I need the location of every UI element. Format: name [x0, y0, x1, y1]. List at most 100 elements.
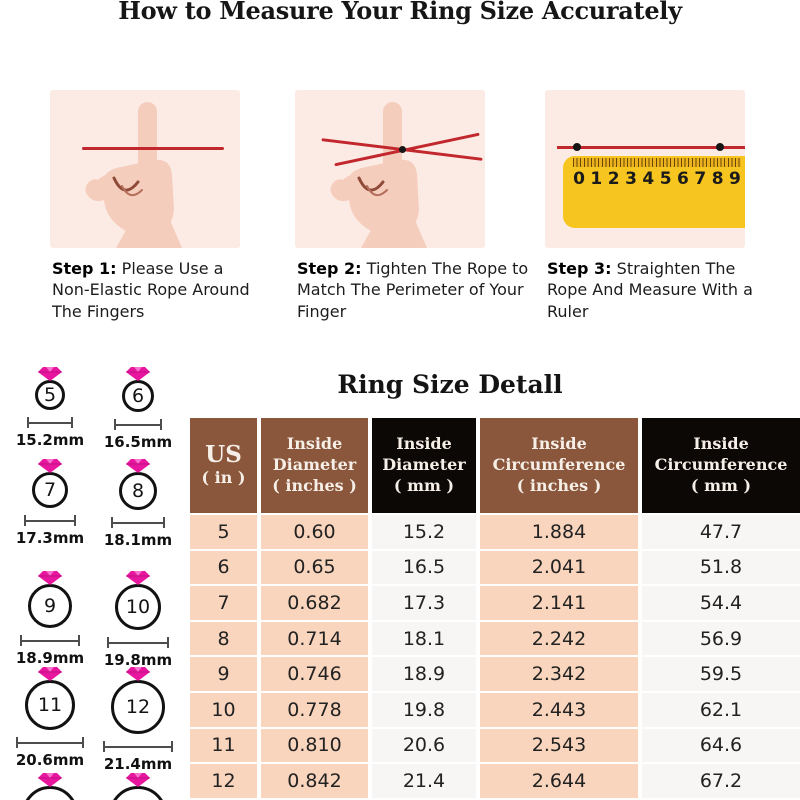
- table-cell: 20.6: [372, 728, 476, 763]
- ring-illustration-size-5: 5 15.2mm: [4, 366, 96, 449]
- ruler-number: 7: [694, 169, 707, 189]
- diameter-bracket: [107, 637, 169, 648]
- step-3-label: Step 3:: [547, 259, 612, 278]
- ring-illustration-size-12: 12 21.4mm: [92, 666, 184, 773]
- ring-size-number: 6: [122, 380, 154, 412]
- header-line: ( inches ): [516, 475, 602, 495]
- table-cell: 2.242: [480, 621, 638, 656]
- ring-size-number: 7: [32, 472, 68, 508]
- hand-finger-icon: [85, 102, 182, 248]
- diameter-bracket: [24, 515, 76, 526]
- step-2-text: Tighten The Rope to Match The Perimeter …: [297, 259, 529, 321]
- ring-size-number: 8: [119, 472, 157, 510]
- step-1-caption: Step 1: Please Use a Non-Elastic Rope Ar…: [52, 258, 252, 322]
- header-line: Inside: [693, 434, 749, 454]
- diameter-bracket: [111, 517, 165, 528]
- header-line: Inside: [531, 434, 587, 454]
- header-line: Inside: [396, 434, 452, 454]
- table-cell: 54.4: [642, 586, 800, 620]
- ring-diameter-label: 18.1mm: [103, 531, 173, 549]
- ring-illustration-size-10: 10 19.8mm: [92, 570, 184, 669]
- header-inside-diameter-inches: Inside Diameter ( inches ): [261, 418, 368, 513]
- step-1-label: Step 1:: [52, 259, 117, 278]
- step-3-section: 0 1 2 3 4 5 6 7 8 9 Step 3: Straighten T…: [545, 90, 753, 321]
- table-cell: 47.7: [642, 515, 800, 549]
- ring-illustration-partial: [4, 772, 96, 800]
- step-3-illustration: 0 1 2 3 4 5 6 7 8 9: [545, 90, 745, 248]
- table-cell: 2.443: [480, 692, 638, 727]
- table-cell: 51.8: [642, 550, 800, 585]
- ring-band: [22, 786, 78, 800]
- header-line: ( mm ): [393, 475, 455, 495]
- table-cell: 6: [190, 550, 257, 585]
- ring-diameter-label: 20.6mm: [15, 751, 85, 769]
- table-cell: 21.4: [372, 764, 476, 798]
- rope-line: [82, 147, 224, 150]
- table-cell: 10: [190, 692, 257, 727]
- table-header-row: US ( in ) Inside Diameter ( inches ) Ins…: [190, 418, 800, 513]
- table-cell: 64.6: [642, 728, 800, 763]
- ruler-number: 5: [659, 169, 672, 189]
- diameter-bracket: [103, 741, 173, 752]
- diamond-icon: [126, 367, 150, 381]
- table-cell: 18.1: [372, 621, 476, 656]
- ring-size-table: US ( in ) Inside Diameter ( inches ) Ins…: [190, 418, 800, 798]
- table-cell: 62.1: [642, 692, 800, 727]
- header-line: Circumference: [492, 455, 626, 475]
- ring-band: [109, 786, 167, 800]
- diameter-bracket: [27, 417, 73, 428]
- measure-dot-start: [573, 143, 581, 151]
- table-cell: 5: [190, 515, 257, 549]
- ring-illustration-size-8: 8 18.1mm: [92, 458, 184, 549]
- ruler-number: 3: [625, 169, 637, 189]
- ruler-ticks: [573, 158, 741, 167]
- step-2-label: Step 2:: [297, 259, 362, 278]
- ring-diameter-label: 15.2mm: [15, 431, 85, 449]
- ruler-illustration: 0 1 2 3 4 5 6 7 8 9: [563, 156, 745, 228]
- table-cell: 15.2: [372, 515, 476, 549]
- table-cell: 2.342: [480, 657, 638, 691]
- ring-size-number: 11: [25, 680, 75, 730]
- table-title: Ring Size Detall: [337, 370, 563, 399]
- table-cell: 11: [190, 728, 257, 763]
- ruler-number: 2: [607, 169, 620, 189]
- table-cell: 18.9: [372, 657, 476, 691]
- ring-illustration-size-6: 6 16.5mm: [92, 366, 184, 451]
- header-us: US ( in ): [190, 418, 257, 513]
- table-cell: 0.682: [261, 586, 368, 620]
- header-line: Circumference: [654, 455, 788, 475]
- ring-diameter-label: 19.8mm: [103, 651, 173, 669]
- header-line: Diameter: [272, 455, 357, 475]
- rope-line: [557, 146, 745, 149]
- diameter-bracket: [20, 635, 80, 646]
- diamond-icon: [126, 773, 150, 787]
- ruler-scale: 0 1 2 3 4 5 6 7 8 9: [573, 169, 741, 189]
- step-3-text: Straighten The Rope And Measure With a R…: [547, 259, 753, 321]
- header-line: US: [205, 440, 242, 468]
- table-cell: 0.60: [261, 515, 368, 549]
- ring-illustration-partial: [92, 772, 184, 800]
- table-cell: 0.714: [261, 621, 368, 656]
- hand-finger-icon: [330, 102, 427, 248]
- table-cell: 0.842: [261, 764, 368, 798]
- step-1-text: Please Use a Non-Elastic Rope Around The…: [52, 259, 250, 321]
- diamond-icon: [126, 459, 150, 473]
- table-cell: 2.543: [480, 728, 638, 763]
- ring-diameter-label: 17.3mm: [15, 529, 85, 547]
- table-cell: 2.644: [480, 764, 638, 798]
- ruler-number: 1: [590, 169, 603, 189]
- ruler-number: 0: [573, 169, 585, 189]
- ring-size-number: 12: [111, 680, 165, 734]
- header-inside-circumference-mm: Inside Circumference ( mm ): [642, 418, 800, 513]
- ruler-number: 4: [642, 169, 655, 189]
- table-cell: 56.9: [642, 621, 800, 656]
- ring-illustration-size-7: 7 17.3mm: [4, 458, 96, 547]
- step-1-section: Step 1: Please Use a Non-Elastic Rope Ar…: [50, 90, 250, 321]
- table-cell: 67.2: [642, 764, 800, 798]
- ruler-number: 8: [711, 169, 724, 189]
- ruler-number: 6: [677, 169, 689, 189]
- ring-size-number: 9: [28, 584, 72, 628]
- page-title: How to Measure Your Ring Size Accurately: [118, 0, 682, 25]
- header-line: ( inches ): [272, 475, 357, 495]
